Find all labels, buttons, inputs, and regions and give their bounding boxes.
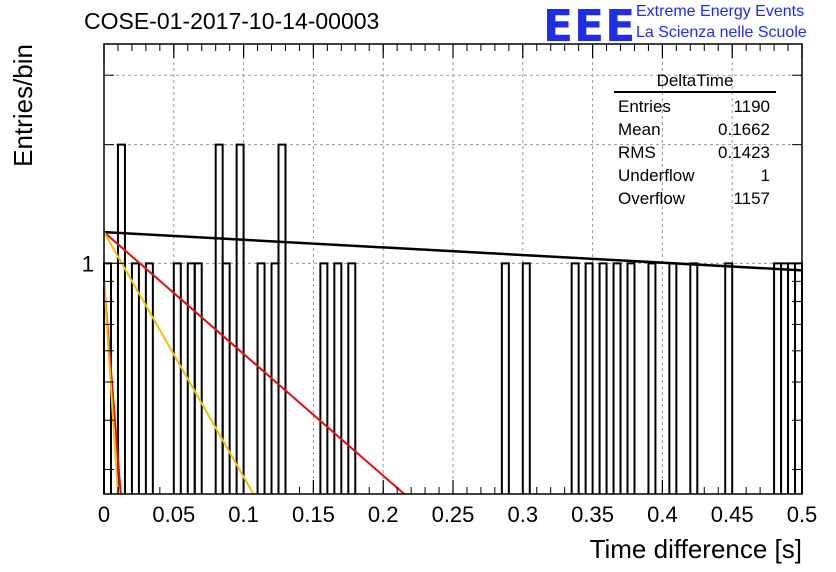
histogram-bin	[172, 262, 182, 494]
x-tick-label: 0.2	[368, 502, 399, 527]
stats-label: Entries	[618, 97, 671, 116]
fit-line	[103, 230, 803, 272]
histogram-bin	[584, 262, 594, 494]
histogram-bin	[186, 262, 196, 494]
stats-row-mean: Mean 0.1662	[610, 118, 780, 141]
histogram-bin	[235, 143, 245, 494]
fit-line	[103, 231, 405, 495]
histogram-bin	[319, 262, 329, 494]
histogram-bin	[116, 143, 126, 494]
histogram-bin	[794, 262, 803, 494]
eee-logo-line2: La Scienza nelle Scuole	[636, 24, 807, 41]
stats-rows: Entries 1190 Mean 0.1662 RMS 0.1423 Underflow 1…	[610, 95, 780, 210]
histogram-bin	[221, 262, 231, 494]
histogram-bin	[347, 262, 357, 494]
histogram-bin	[144, 262, 154, 494]
histogram-bin	[724, 262, 734, 494]
stats-row-entries: Entries 1190	[610, 95, 780, 118]
histogram-bin	[612, 262, 622, 494]
stats-row-rms: RMS 0.1423	[610, 141, 780, 164]
stats-value: 1	[760, 166, 770, 185]
histogram-bin	[277, 143, 287, 494]
x-tick-label: 0.35	[571, 502, 614, 527]
histogram-bin	[787, 262, 797, 494]
histogram-bin	[668, 262, 678, 494]
x-tick-label: 0.5	[787, 502, 818, 527]
histogram-bin	[689, 262, 699, 494]
y-axis-label: Entries/bin	[8, 44, 38, 167]
eee-logo-line1: Extreme Energy Events	[636, 3, 805, 20]
x-tick-label: 0.1	[228, 502, 259, 527]
stats-label: Underflow	[618, 166, 695, 185]
fit-lines	[103, 230, 803, 495]
fit-line	[103, 281, 119, 495]
histogram-bin	[214, 143, 224, 494]
histogram-bin	[521, 262, 531, 494]
histogram-bin	[598, 262, 608, 494]
plot-title: COSE-01-2017-10-14-00003	[84, 8, 380, 34]
x-tick-label: 0.15	[292, 502, 335, 527]
x-axis-label: Time difference [s]	[590, 534, 802, 564]
histogram-bin	[333, 262, 343, 494]
stats-value: 0.1423	[718, 143, 770, 162]
stats-label: Overflow	[618, 189, 686, 208]
histogram-bin	[500, 262, 510, 494]
histogram-bin	[780, 262, 790, 494]
histogram-bin	[647, 262, 657, 494]
histogram-bin	[193, 262, 203, 494]
fit-line	[103, 231, 255, 495]
x-tick-label: 0	[98, 502, 110, 527]
histogram-bin	[570, 262, 580, 494]
stats-title: DeltaTime	[614, 71, 776, 93]
x-tick-label: 0.4	[647, 502, 678, 527]
axes	[103, 43, 803, 495]
histogram-bin	[773, 262, 783, 494]
x-tick-label: 0.3	[508, 502, 539, 527]
stats-value: 0.1662	[718, 120, 770, 139]
stats-box: DeltaTime Entries 1190 Mean 0.1662 RMS 0.1423…	[610, 71, 780, 210]
stats-value: 1190	[733, 97, 770, 116]
stats-row-underflow: Underflow 1	[610, 164, 780, 187]
histogram-bin	[256, 262, 266, 494]
stats-value: 1157	[733, 189, 770, 208]
stats-row-overflow: Overflow 1157	[610, 187, 780, 210]
histogram-bin	[130, 262, 140, 494]
x-tick-label: 0.45	[711, 502, 754, 527]
histogram-bin	[626, 262, 636, 494]
x-tick-label: 0.05	[152, 502, 195, 527]
y-tick-label: 1	[82, 251, 94, 276]
x-tick-label: 0.25	[432, 502, 475, 527]
axis-labels: 0 0.05 0.1 0.15 0.2 0.25 0.3 0.35 0.4 0.45 0.5 1 Tim…	[8, 44, 817, 564]
stats-label: RMS	[618, 143, 656, 162]
stats-label: Mean	[618, 120, 661, 139]
